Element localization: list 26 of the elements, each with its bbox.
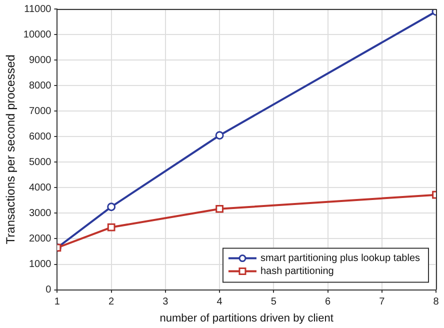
y-tick-label: 8000 bbox=[28, 80, 52, 92]
y-tick-label: 2000 bbox=[28, 233, 52, 244]
y-tick-label: 0 bbox=[46, 284, 52, 296]
x-tick-label: 6 bbox=[324, 296, 331, 308]
y-tick-label: 4000 bbox=[28, 182, 52, 194]
x-tick-label: 7 bbox=[379, 296, 386, 308]
x-tick-label: 2 bbox=[108, 296, 115, 308]
y-tick-label: 6000 bbox=[28, 131, 52, 142]
x-tick-label: 5 bbox=[270, 296, 277, 308]
legend-label: hash partitioning bbox=[260, 266, 334, 278]
y-tick-label: 7000 bbox=[28, 106, 52, 117]
legend-label: smart partitioning plus lookup tables bbox=[260, 253, 420, 264]
y-tick-label: 10000 bbox=[23, 29, 52, 40]
x-axis-title: number of partitions driven by client bbox=[160, 312, 334, 324]
y-tick-label: 3000 bbox=[28, 208, 52, 219]
x-tick-label: 3 bbox=[162, 296, 169, 308]
y-tick-label: 1000 bbox=[28, 259, 52, 270]
y-tick-label: 11000 bbox=[24, 4, 52, 15]
x-tick-label: 1 bbox=[54, 296, 60, 308]
x-tick-label: 8 bbox=[433, 296, 440, 308]
point bbox=[215, 131, 224, 140]
x-tick-label: 4 bbox=[216, 296, 223, 308]
point bbox=[107, 202, 116, 212]
y-tick-label: 9000 bbox=[28, 54, 52, 66]
y-axis-title: Transactions per second processed bbox=[4, 54, 18, 244]
y-tick-label: 5000 bbox=[28, 156, 52, 168]
